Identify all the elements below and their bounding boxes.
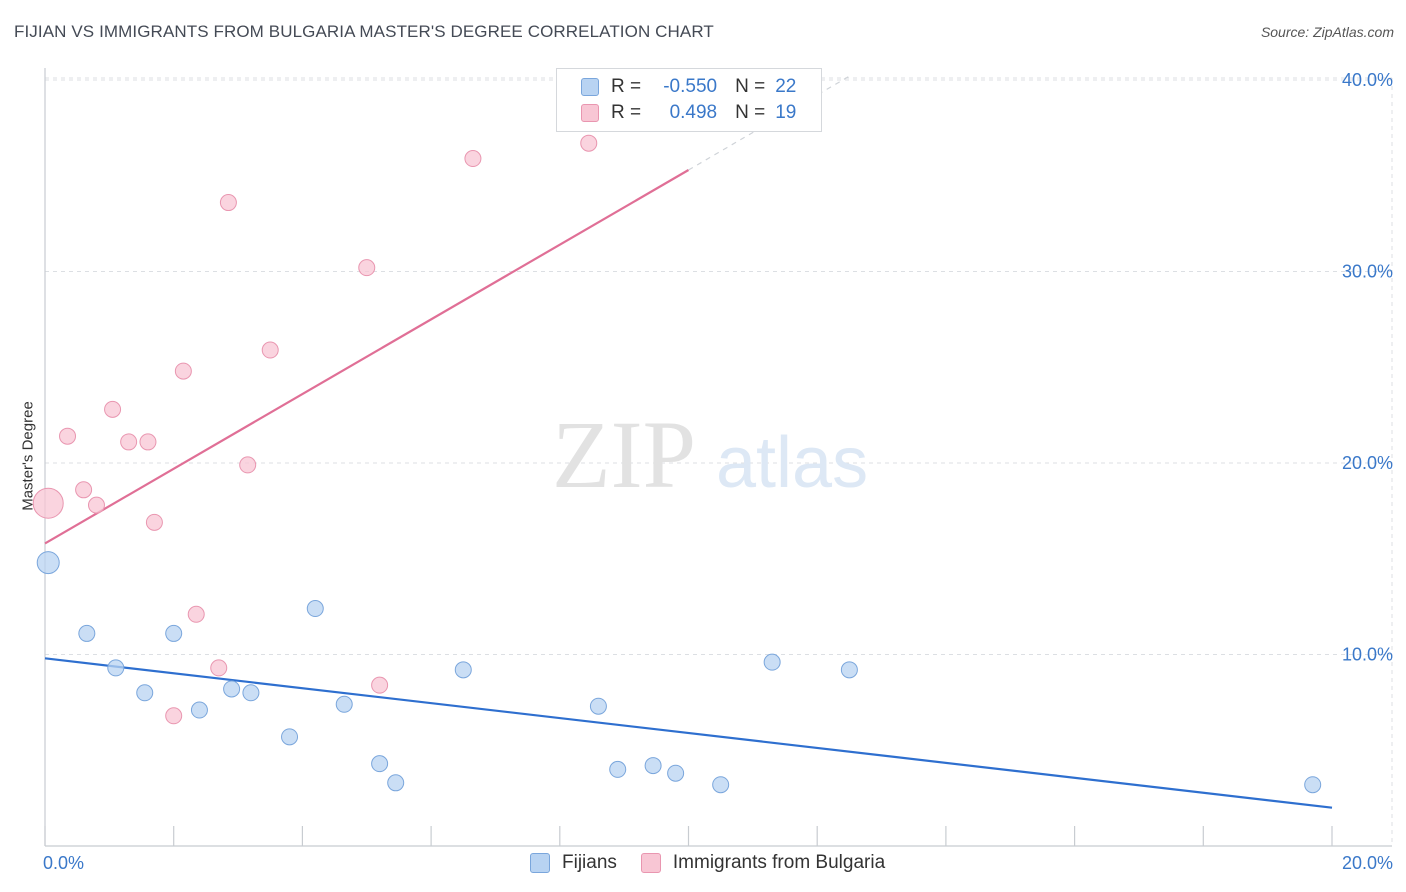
legend-n-value: 19 (775, 102, 797, 123)
legend-r-label: R = (611, 102, 642, 123)
bulgaria-point (59, 427, 77, 445)
bulgaria-point (261, 341, 279, 359)
fijian-point (387, 774, 405, 792)
y-tick-label: 10.0% (1342, 645, 1393, 665)
bulgaria-point (32, 487, 64, 519)
watermark-zip: ZIP (552, 401, 696, 508)
fijian-point (763, 653, 781, 671)
tick-label-layer: 10.0% 20.0% 30.0% 40.0% 0.0% 20.0% (43, 70, 1393, 873)
legend-item-fijians[interactable]: Fijians (530, 852, 617, 874)
trend-line-fijians (44, 657, 1333, 809)
legend-label-fijians: Fijians (562, 852, 617, 873)
points-layer (32, 134, 1322, 794)
legend-row-bulgaria: R = 0.498 N = 19 (581, 101, 796, 125)
fijian-point (107, 659, 125, 677)
legend-n-value: 22 (775, 76, 797, 97)
fijian-point (1304, 776, 1322, 794)
legend-r-value: -0.550 (663, 76, 718, 97)
fijian-point (454, 661, 472, 679)
trend-line-bulgaria (44, 169, 690, 545)
bulgaria-point (87, 496, 105, 514)
y-tick-label: 20.0% (1342, 453, 1393, 473)
fijian-point (36, 551, 60, 575)
legend-label-bulgaria: Immigrants from Bulgaria (672, 852, 886, 873)
grid-layer (45, 77, 1393, 846)
y-tick-label: 30.0% (1342, 262, 1393, 282)
fijian-point (667, 764, 685, 782)
legend-item-bulgaria[interactable]: Immigrants from Bulgaria (640, 852, 886, 874)
series-legend: Fijians Immigrants from Bulgaria (530, 852, 909, 874)
legend-swatch-blue (530, 853, 550, 873)
x-tick-label: 20.0% (1342, 853, 1393, 873)
bulgaria-point (219, 194, 237, 212)
fijian-point (644, 757, 662, 775)
bulgaria-point (165, 707, 183, 725)
fijian-point (165, 624, 183, 642)
axis-layer (44, 68, 1392, 847)
legend-swatch-blue (581, 78, 599, 96)
fijian-point (840, 661, 858, 679)
legend-n-label: N = (735, 102, 766, 123)
bulgaria-point (120, 433, 138, 451)
source-label: Source: ZipAtlas.com (1260, 24, 1394, 40)
fijian-point (223, 680, 241, 698)
bulgaria-point (580, 134, 598, 152)
legend-r-value: 0.498 (669, 102, 718, 123)
x-tick-label: 0.0% (43, 853, 84, 873)
fijian-point (242, 684, 260, 702)
fijian-point (190, 701, 208, 719)
bulgaria-point (464, 150, 482, 168)
correlation-legend: R = -0.550 N = 22 R = 0.498 N = 19 (556, 68, 822, 132)
watermark-atlas: atlas (716, 423, 868, 503)
watermark: ZIP atlas (552, 401, 868, 508)
legend-r-label: R = (611, 76, 642, 97)
bulgaria-point (139, 433, 157, 451)
y-tick-label: 40.0% (1342, 70, 1393, 90)
fijian-point (712, 776, 730, 794)
bulgaria-point (145, 513, 163, 531)
legend-swatch-pink (581, 104, 599, 122)
fijian-point (609, 760, 627, 778)
bulgaria-point (239, 456, 257, 474)
fijian-point (78, 624, 96, 642)
fijian-point (371, 755, 389, 773)
legend-n-label: N = (735, 76, 766, 97)
legend-swatch-pink (640, 853, 661, 873)
fijian-point (335, 695, 353, 713)
fijian-point (281, 728, 299, 746)
bulgaria-point (371, 676, 389, 694)
chart-title: FIJIAN VS IMMIGRANTS FROM BULGARIA MASTE… (14, 22, 714, 41)
bulgaria-point (358, 259, 376, 277)
bulgaria-point (187, 605, 205, 623)
bulgaria-point (104, 400, 122, 418)
fijian-point (589, 697, 607, 715)
legend-row-fijians: R = -0.550 N = 22 (581, 75, 796, 99)
bulgaria-point (210, 659, 228, 677)
fijian-point (306, 600, 324, 618)
fijian-point (136, 684, 154, 702)
bulgaria-point (75, 481, 93, 499)
bulgaria-point (174, 362, 192, 380)
